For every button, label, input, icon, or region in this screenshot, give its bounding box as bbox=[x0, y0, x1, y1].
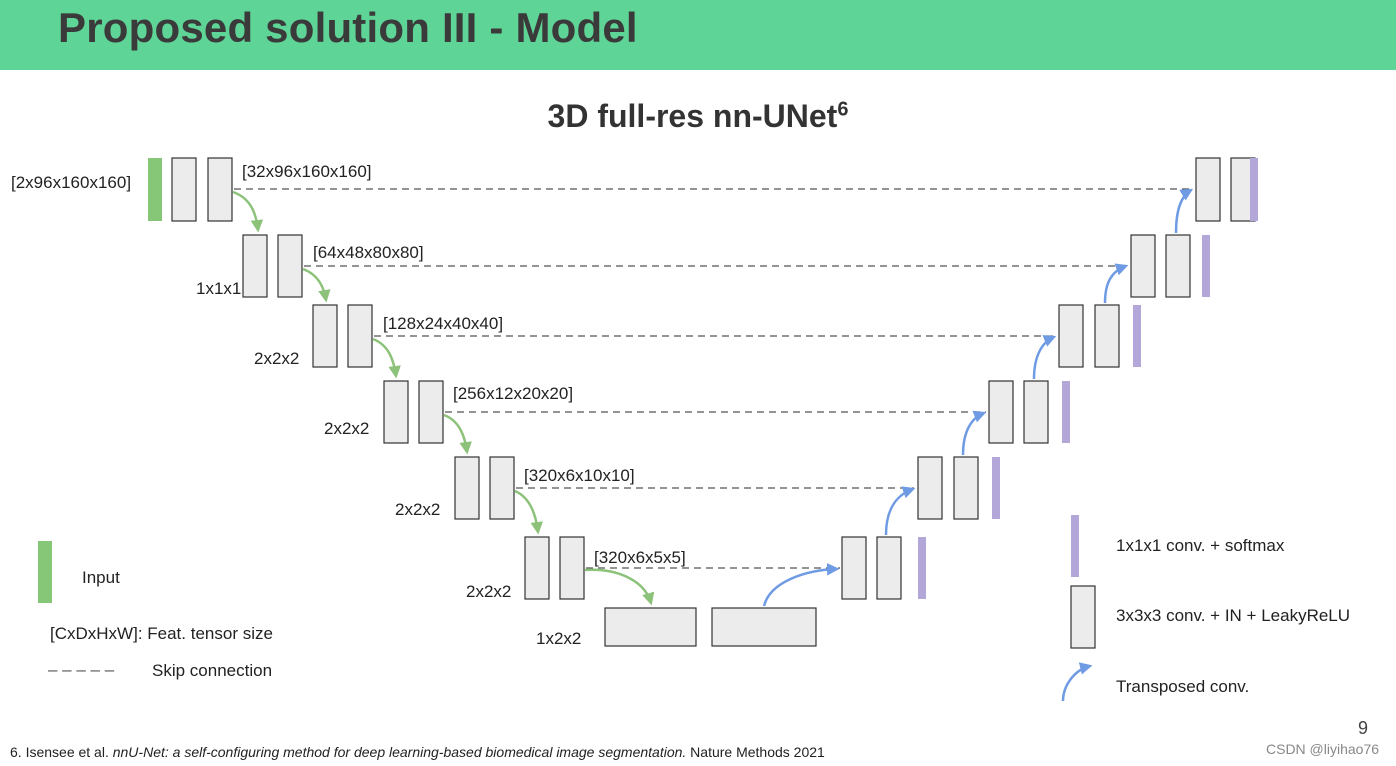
softmax-bar bbox=[1202, 235, 1210, 297]
encoder-blocks bbox=[171, 157, 585, 600]
legend-softmax-swatch bbox=[1071, 515, 1079, 577]
legend-input-swatch bbox=[38, 541, 52, 603]
legend-input-label: Input bbox=[82, 568, 120, 587]
decoder-block bbox=[988, 380, 1014, 444]
up-arrow bbox=[884, 486, 916, 536]
encoder-block bbox=[489, 456, 515, 520]
up-arrow bbox=[762, 563, 840, 607]
slide-heading: Proposed solution III - Model bbox=[58, 4, 638, 51]
tensor-label: [32x96x160x160] bbox=[242, 162, 372, 181]
diagram-labels: [2x96x160x160] [32x96x160x160] [64x48x80… bbox=[11, 162, 686, 648]
softmax-bar bbox=[1062, 381, 1070, 443]
softmax-bars bbox=[918, 158, 1258, 599]
legend-dash-sample: – – – – – bbox=[48, 660, 115, 679]
decoder-block bbox=[1058, 304, 1084, 368]
up-arrow bbox=[1032, 335, 1057, 380]
skip-connections bbox=[234, 188, 1192, 569]
down-arrow bbox=[302, 267, 331, 303]
down-arrow bbox=[443, 413, 472, 455]
encoder-block bbox=[454, 456, 480, 520]
stride-label: 2x2x2 bbox=[466, 582, 511, 601]
stride-label: 2x2x2 bbox=[324, 419, 369, 438]
stride-label: 1x2x2 bbox=[536, 629, 581, 648]
decoder-block bbox=[1094, 304, 1120, 368]
down-arrow bbox=[584, 568, 655, 606]
decoder-block bbox=[876, 536, 902, 600]
diagram-title: 3D full-res nn-UNet6 bbox=[0, 98, 1396, 135]
encoder-block bbox=[312, 304, 338, 368]
footnote-prefix: 6. Isensee et al. bbox=[10, 744, 113, 760]
input-size-label: [2x96x160x160] bbox=[11, 173, 131, 192]
footnote: 6. Isensee et al. nnU-Net: a self-config… bbox=[10, 744, 825, 760]
softmax-bar bbox=[1133, 305, 1141, 367]
title-superscript: 6 bbox=[837, 98, 849, 121]
up-arrow bbox=[1174, 188, 1194, 234]
bottleneck-block bbox=[604, 607, 697, 647]
encoder-block bbox=[277, 234, 303, 298]
decoder-block bbox=[917, 456, 943, 520]
decoder-block bbox=[953, 456, 979, 520]
transposed-conv-arrows bbox=[762, 188, 1194, 607]
encoder-block bbox=[418, 380, 444, 444]
encoder-block bbox=[347, 304, 373, 368]
input-bar bbox=[148, 158, 162, 221]
bottleneck-block bbox=[711, 607, 817, 647]
legend-transposed-arrow bbox=[1061, 662, 1093, 702]
legend-conv-label: 3x3x3 conv. + IN + LeakyReLU bbox=[1116, 606, 1350, 625]
tensor-label: [320x6x5x5] bbox=[594, 548, 686, 567]
encoder-block bbox=[383, 380, 409, 444]
encoder-block bbox=[524, 536, 550, 600]
footnote-suffix: Nature Methods 2021 bbox=[686, 744, 825, 760]
legend-right: 1x1x1 conv. + softmax 3x3x3 conv. + IN +… bbox=[1061, 515, 1350, 702]
decoder-block bbox=[1130, 234, 1156, 298]
decoder-block bbox=[1165, 234, 1191, 298]
up-arrow bbox=[961, 410, 987, 456]
up-arrow bbox=[1103, 263, 1129, 304]
encoder-block bbox=[559, 536, 585, 600]
softmax-bar bbox=[918, 537, 926, 599]
legend-transposed-label: Transposed conv. bbox=[1116, 677, 1249, 696]
tensor-label: [256x12x20x20] bbox=[453, 384, 573, 403]
legend-conv-swatch bbox=[1070, 585, 1096, 649]
bottleneck-blocks bbox=[604, 607, 817, 647]
footnote-italic: nnU-Net: a self-configuring method for d… bbox=[112, 744, 687, 760]
decoder-blocks bbox=[841, 157, 1256, 600]
encoder-block bbox=[171, 157, 197, 222]
decoder-block bbox=[1195, 157, 1221, 222]
legend-left: Input [CxDxHxW]: Feat. tensor size – – –… bbox=[38, 541, 273, 680]
stride-label: 1x1x1 bbox=[196, 279, 241, 298]
down-arrow bbox=[514, 489, 543, 535]
decoder-block bbox=[841, 536, 867, 600]
legend-skip-label: Skip connection bbox=[152, 661, 272, 680]
header-bar: Proposed solution III - Model bbox=[0, 0, 1396, 70]
decoder-block bbox=[1023, 380, 1049, 444]
encoder-block bbox=[242, 234, 268, 298]
page-number: 9 bbox=[1358, 718, 1369, 738]
title-text: 3D full-res nn-UNet bbox=[547, 98, 838, 134]
legend-tensor-size: [CxDxHxW]: Feat. tensor size bbox=[50, 624, 273, 643]
downsample-arrows bbox=[232, 190, 655, 606]
softmax-bar bbox=[992, 457, 1000, 519]
tensor-label: [64x48x80x80] bbox=[313, 243, 424, 262]
softmax-bar bbox=[1250, 158, 1258, 221]
tensor-label: [128x24x40x40] bbox=[383, 314, 503, 333]
down-arrow bbox=[232, 190, 264, 233]
legend-softmax-label: 1x1x1 conv. + softmax bbox=[1116, 536, 1285, 555]
tensor-label: [320x6x10x10] bbox=[524, 466, 635, 485]
stride-label: 2x2x2 bbox=[254, 349, 299, 368]
encoder-block bbox=[207, 157, 233, 222]
watermark: CSDN @liyihao76 bbox=[1266, 741, 1380, 757]
stride-label: 2x2x2 bbox=[395, 500, 440, 519]
down-arrow bbox=[372, 337, 401, 379]
